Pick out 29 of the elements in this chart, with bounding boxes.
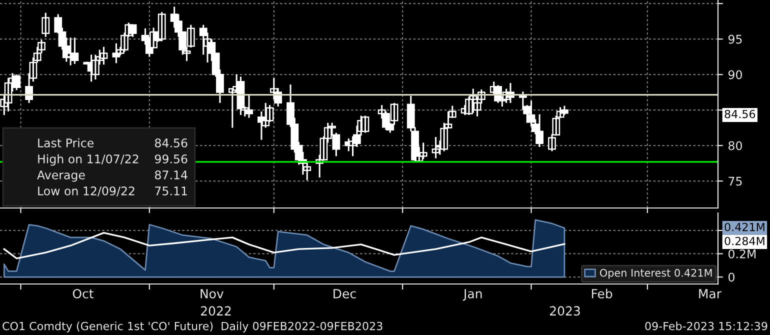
x-tick-label: Nov (200, 289, 224, 298)
annotation: Average (37, 170, 85, 182)
y-tick-label: 95 (728, 34, 742, 44)
y-tick-label: 90 (728, 70, 742, 80)
annotation: 75.11 (155, 186, 187, 196)
text: 2022 (201, 306, 231, 316)
annotation: Last Price (38, 138, 94, 148)
annotation: 87.14 (155, 170, 188, 180)
text: CO1 Comdty (Generic 1st 'CO' Future) Daily 09FEB2022-09FEB2023 (2, 322, 382, 332)
legend-label: Open Interest 0.421M (600, 268, 712, 279)
annotation: High on 11/07/22 (38, 154, 138, 166)
x-tick-label: Oct (72, 288, 94, 298)
x-tick-label: Feb (592, 288, 612, 298)
text: 84.56 (724, 110, 756, 118)
line-series (3, 232, 566, 260)
x-tick-label: Dec (334, 289, 356, 298)
text: 0.421M (724, 222, 764, 232)
x-tick-label: Mar (699, 289, 722, 298)
y-tick-label: 80 (728, 141, 742, 150)
y-tick-label: 75 (728, 176, 742, 186)
text: 2023 (550, 306, 580, 316)
annotation: 84.56 (155, 138, 188, 148)
annotation: 99.56 (154, 154, 188, 164)
text: 0.284M (724, 236, 764, 246)
y-tick-label: 0.2M (728, 249, 756, 258)
y-tick-label: 0 (728, 272, 734, 282)
annotation: Low on 12/09/22 (38, 186, 134, 196)
x-tick-label: Jan (462, 289, 482, 301)
text: 09-Feb-2023 15:12:39 (645, 322, 768, 330)
